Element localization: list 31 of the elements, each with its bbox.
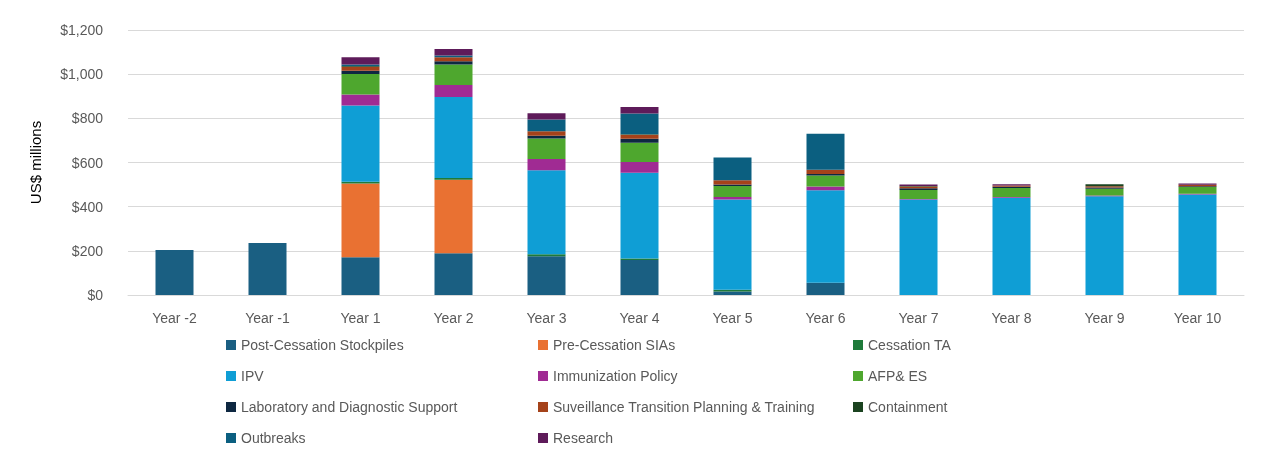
x-tick-label: Year 9 bbox=[1084, 310, 1125, 326]
x-tick-label: Year 10 bbox=[1173, 310, 1222, 326]
legend-label: Post-Cessation Stockpiles bbox=[241, 337, 404, 353]
x-tick-label: Year 4 bbox=[619, 310, 660, 326]
y-tick-label: $1,000 bbox=[60, 66, 104, 83]
x-tick-label: Year 2 bbox=[433, 310, 474, 326]
legend-label: Pre-Cessation SIAs bbox=[553, 337, 676, 353]
legend-label: Containment bbox=[868, 399, 948, 415]
x-tick-label: Year 5 bbox=[712, 310, 753, 326]
legend-label: AFP& ES bbox=[868, 368, 928, 384]
x-tick-label: Year 8 bbox=[991, 310, 1032, 326]
y-tick-label: $800 bbox=[71, 110, 104, 127]
legend-label: Immunization Policy bbox=[553, 368, 678, 384]
y-tick-label: $1,200 bbox=[60, 22, 104, 38]
legend-label: IPV bbox=[241, 368, 265, 384]
legend-label: Laboratory and Diagnostic Support bbox=[241, 399, 458, 415]
y-tick-label: $600 bbox=[71, 154, 104, 171]
legend-label: Cessation TA bbox=[868, 337, 952, 353]
legend-label: Outbreaks bbox=[241, 430, 306, 446]
y-tick-label: $400 bbox=[71, 198, 104, 215]
x-tick-label: Year -1 bbox=[245, 310, 291, 326]
legend-label: Suveillance Transition Planning & Training bbox=[553, 399, 815, 415]
x-tick-label: Year 1 bbox=[340, 310, 381, 326]
x-tick-label: Year 3 bbox=[526, 310, 567, 326]
legend-label: Research bbox=[553, 430, 613, 446]
y-axis-title: US$ millions bbox=[27, 120, 44, 205]
x-tick-label: Year 7 bbox=[898, 310, 939, 326]
y-tick-label: $0 bbox=[87, 287, 104, 303]
y-tick-label: $200 bbox=[71, 242, 104, 259]
x-tick-label: Year -2 bbox=[152, 310, 198, 326]
x-tick-label: Year 6 bbox=[805, 310, 846, 326]
